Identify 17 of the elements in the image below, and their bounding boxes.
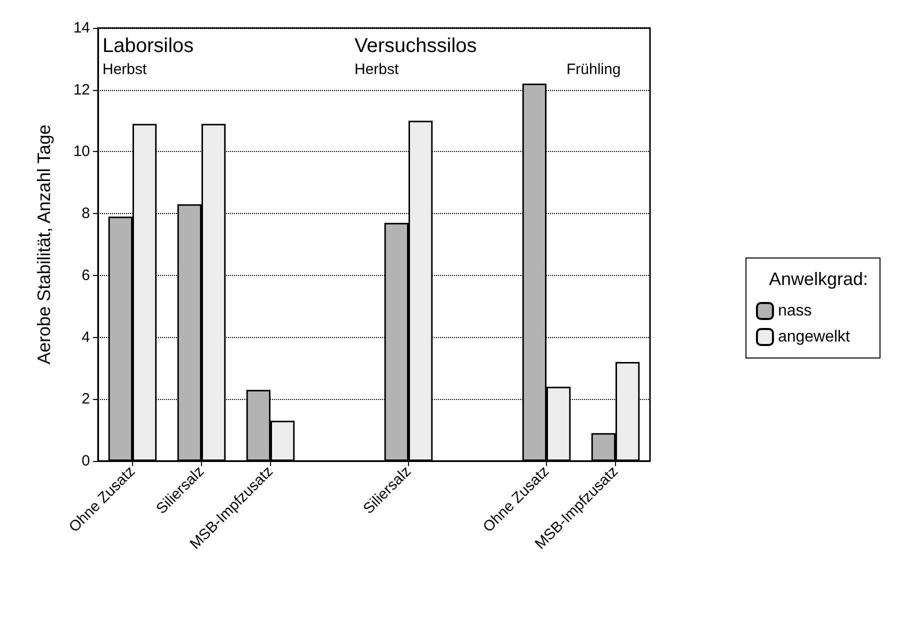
annotation: Frühling bbox=[566, 61, 621, 78]
y-tick-label: 12 bbox=[73, 81, 90, 98]
annotation: Herbst bbox=[354, 61, 400, 78]
y-tick-label: 0 bbox=[82, 452, 90, 470]
legend-label: nass bbox=[778, 302, 812, 320]
annotation: Herbst bbox=[102, 61, 148, 78]
y-tick-label: 4 bbox=[82, 328, 90, 346]
y-tick-label: 6 bbox=[82, 266, 90, 284]
legend-title: Anwelkgrad: bbox=[768, 269, 868, 289]
y-tick-label: 14 bbox=[73, 20, 90, 36]
y-tick-label: 8 bbox=[82, 205, 90, 222]
y-axis-title: Aerobe Stabilität, Anzahl Tage bbox=[34, 124, 54, 364]
legend-label: angewelkt bbox=[778, 328, 851, 346]
annotation: Laborsilos bbox=[102, 35, 194, 57]
y-tick-label: 2 bbox=[82, 390, 90, 408]
y-tick-label: 10 bbox=[73, 143, 90, 160]
annotation: Versuchssilos bbox=[354, 35, 477, 57]
